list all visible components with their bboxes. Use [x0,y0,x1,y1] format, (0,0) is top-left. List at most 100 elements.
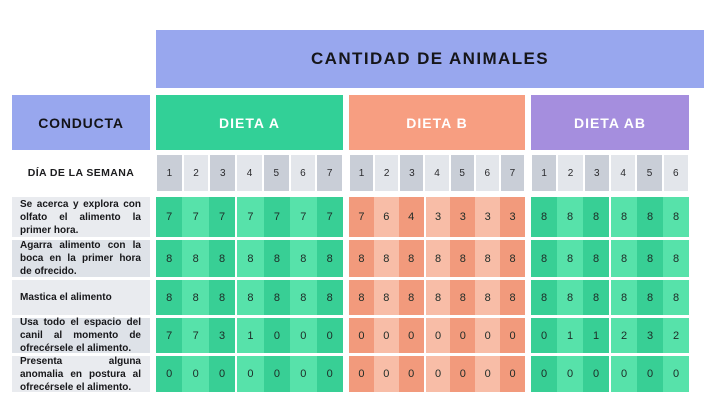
value-cell: 7 [156,318,183,353]
value-cell: 7 [208,197,238,237]
value-cell: 8 [531,240,557,277]
value-cell: 8 [557,280,583,315]
behavior-label: Mastica el alimento [12,280,150,315]
value-cell: 8 [398,240,426,277]
value-cell: 7 [156,197,183,237]
value-cell: 8 [349,280,374,315]
value-cell: 8 [263,280,291,315]
value-cell: 0 [450,318,476,353]
day-cell: 4 [237,155,262,191]
value-cell: 0 [398,318,426,353]
value-cell: 7 [263,197,291,237]
value-cell: 7 [290,197,317,237]
title-row: CANTIDAD DE ANIMALES [12,30,704,88]
value-cell: 8 [611,280,637,315]
behavior-rows: Se acerca y explora con olfato el alimen… [12,197,704,393]
day-of-week-label: DÍA DE LA SEMANA [12,155,150,191]
day-cell: 4 [425,155,449,191]
behavior-label: Se acerca y explora con olfato el alimen… [12,197,150,237]
day-cell: 3 [584,155,609,191]
day-cell: 3 [400,155,424,191]
value-cell: 7 [316,197,343,237]
value-cell: 7 [182,197,209,237]
value-cell: 0 [349,356,374,392]
value-cell: 8 [663,240,689,277]
value-cell: 8 [263,240,291,277]
value-cell: 8 [425,280,451,315]
table-row: Mastica el alimento 8 8 8 8 8 8 8 8 8 8 8 8 8 8 8 8 8 8 8 8 [12,280,704,315]
value-cell: 8 [663,197,689,237]
value-cell: 7 [182,318,209,353]
value-cell: 8 [583,197,611,237]
value-cell: 8 [611,197,637,237]
value-cell: 0 [500,356,526,392]
value-cell: 8 [557,240,583,277]
conducta-header: CONDUCTA [12,95,150,150]
value-cell: 3 [208,318,238,353]
diet-header-dieta-ab: DIETA AB [531,95,689,150]
diet-header-dieta-a: DIETA A [156,95,343,150]
value-cell: 3 [500,197,526,237]
value-cell: 0 [425,356,451,392]
value-cell: 3 [450,197,476,237]
value-cell: 0 [450,356,476,392]
value-cell: 8 [637,280,663,315]
value-cell: 8 [450,240,476,277]
value-cell: 0 [531,318,557,353]
value-cell: 0 [583,356,611,392]
value-cell: 7 [237,197,264,237]
day-cell: 6 [663,155,688,191]
value-cell: 0 [611,356,637,392]
day-cell: 3 [210,155,236,191]
diet-header-row: CONDUCTA DIETA A DIETA B DIETA AB [12,95,704,150]
value-cell: 8 [663,280,689,315]
day-cell: 1 [350,155,374,191]
value-cell: 8 [611,240,637,277]
value-cell: 3 [475,197,501,237]
day-cell: 5 [450,155,474,191]
day-cell: 5 [637,155,662,191]
value-cell: 0 [500,318,526,353]
value-cell: 8 [557,197,583,237]
diet-header-dieta-b: DIETA B [349,95,525,150]
day-cell: 2 [375,155,399,191]
day-cell: 2 [183,155,209,191]
value-cell: 8 [583,280,611,315]
value-cell: 8 [316,280,343,315]
value-cell: 8 [583,240,611,277]
value-cell: 8 [425,240,451,277]
value-cell: 8 [290,280,317,315]
value-cell: 1 [557,318,583,353]
value-cell: 8 [398,280,426,315]
value-cell: 2 [663,318,689,353]
value-cell: 0 [531,356,557,392]
value-cell: 8 [475,280,501,315]
value-cell: 0 [663,356,689,392]
value-cell: 0 [349,318,374,353]
value-cell: 0 [263,356,291,392]
value-cell: 0 [475,318,501,353]
value-cell: 0 [237,356,264,392]
value-cell: 8 [208,280,238,315]
behavior-label: Usa todo el espacio del canil al momento… [12,317,150,354]
day-cell: 5 [263,155,289,191]
value-cell: 0 [290,318,317,353]
day-cell: 1 [532,155,557,191]
value-cell: 7 [349,197,374,237]
value-cell: 6 [373,197,399,237]
value-cell: 8 [450,280,476,315]
value-cell: 2 [611,318,637,353]
value-cell: 1 [237,318,264,353]
